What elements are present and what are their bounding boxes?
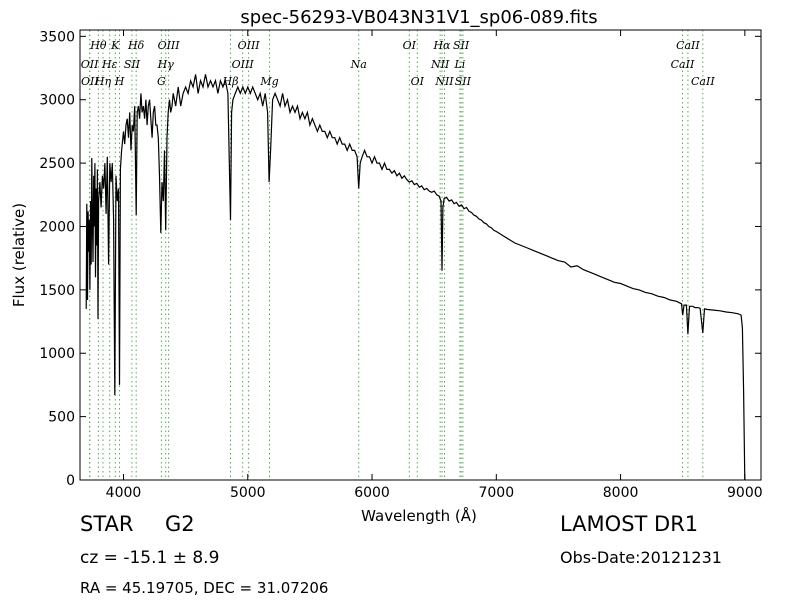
chart-title: spec-56293-VB043N31V1_sp06-089.fits: [240, 7, 597, 28]
spectral-line-label: Mg: [259, 75, 278, 88]
spectral-line-label: SII: [124, 58, 141, 71]
observation-date: Obs-Date:20121231: [560, 548, 722, 567]
spectral-line-label: Li: [453, 58, 465, 71]
redshift-cz: cz = -15.1 ± 8.9: [80, 548, 220, 568]
plot-frame: [79, 29, 762, 481]
spectral-line-label: K: [110, 39, 120, 52]
spectral-line-label: Hα: [432, 39, 451, 52]
y-tick-label: 0: [66, 473, 75, 489]
spectral-line-label: OIII: [232, 58, 255, 71]
spectral-line-label: CaII: [691, 75, 715, 88]
x-tick-label: 7000: [478, 485, 514, 501]
spectral-line-label: OII: [81, 58, 99, 71]
y-tick-label: 2500: [39, 156, 75, 172]
y-tick-label: 3000: [39, 93, 75, 109]
spectral-line-label: Na: [350, 58, 367, 71]
x-tick-label: 5000: [230, 485, 266, 501]
spectral-line-label: CaII: [676, 39, 700, 52]
spectral-line-label: CaII: [671, 58, 695, 71]
object-class: STAR: [80, 512, 134, 536]
spectral-line-label: OI: [411, 75, 425, 88]
spectral-line-markers: [89, 30, 704, 480]
y-tick-label: 3500: [39, 29, 75, 45]
spectral-line-label: NII: [430, 58, 450, 71]
spectrum-line: [85, 74, 746, 481]
spectral-line-label: Hη: [94, 75, 112, 88]
spectral-line-label: OIII: [238, 39, 261, 52]
x-tick-label: 9000: [727, 485, 763, 501]
spectral-line-label: H: [114, 75, 125, 88]
y-tick-label: 500: [48, 410, 75, 426]
y-axis-label: Flux (relative): [10, 203, 28, 307]
x-axis-ticks: 4000 5000 6000 7000 8000 9000: [106, 30, 763, 501]
spectral-line-label: SII: [455, 75, 472, 88]
spectral-line-label: Hβ: [222, 75, 239, 88]
survey-name: LAMOST DR1: [560, 512, 699, 536]
spectral-line-label: Hθ: [89, 39, 107, 52]
spectral-line-label: NII: [434, 75, 454, 88]
x-tick-label: 8000: [603, 485, 639, 501]
spectral-line-label: Hδ: [127, 39, 145, 52]
spectral-line-label: OIII: [158, 39, 181, 52]
x-tick-label: 4000: [106, 485, 142, 501]
y-tick-label: 1000: [39, 346, 75, 362]
spectral-line-label: SII: [453, 39, 470, 52]
y-tick-label: 1500: [39, 283, 75, 299]
x-axis-label: Wavelength (Å): [361, 506, 477, 525]
spectral-line-label: OI: [403, 39, 417, 52]
ra-dec-coordinates: RA = 45.19705, DEC = 31.07206: [80, 579, 329, 597]
spectral-line-label: Hγ: [157, 58, 175, 71]
spectral-line-label: OII: [81, 75, 99, 88]
x-tick-label: 6000: [354, 485, 390, 501]
y-tick-label: 2000: [39, 219, 75, 235]
spectral-line-label: Hε: [101, 58, 118, 71]
spectral-line-label: G: [157, 75, 166, 88]
y-axis-ticks: 0 500 1000 1500 2000 2500 3000 3500: [39, 29, 761, 489]
object-subclass: G2: [165, 512, 195, 536]
